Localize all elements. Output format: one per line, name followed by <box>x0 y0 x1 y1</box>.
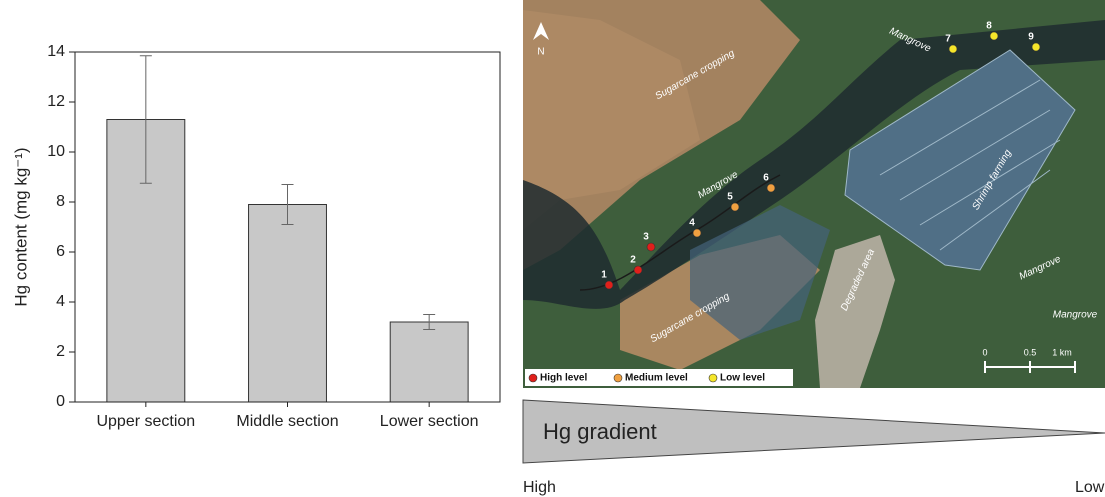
scale-label: 1 km <box>1052 347 1072 357</box>
site-marker <box>731 203 739 211</box>
y-axis-title: Hg content (mg kg⁻¹) <box>11 147 30 306</box>
bar <box>390 322 468 402</box>
y-tick-label: 10 <box>47 143 65 160</box>
site-marker <box>605 281 613 289</box>
y-tick-label: 4 <box>56 293 65 310</box>
scale-label: 0.5 <box>1024 347 1037 357</box>
north-label: N <box>537 47 544 58</box>
site-label: 8 <box>986 21 992 32</box>
y-tick-label: 2 <box>56 343 65 360</box>
y-tick-label: 12 <box>47 93 65 110</box>
site-marker <box>949 45 957 53</box>
y-tick-label: 6 <box>56 243 65 260</box>
bar-chart: Hg content (mg kg⁻¹) 0 2 4 6 8 10 12 14 Upper se… <box>11 43 500 430</box>
legend-marker <box>709 374 717 382</box>
site-marker <box>634 266 642 274</box>
site-label: 2 <box>630 255 636 266</box>
site-marker <box>647 243 655 251</box>
site-marker <box>1032 43 1040 51</box>
y-tick-label: 8 <box>56 193 65 210</box>
legend-marker <box>529 374 537 382</box>
site-label: 1 <box>601 270 607 281</box>
site-label: 3 <box>643 232 649 243</box>
x-tick-label: Lower section <box>380 413 479 430</box>
x-tick-label: Middle section <box>236 413 338 430</box>
gradient-label: Hg gradient <box>543 419 657 444</box>
y-tick-label: 14 <box>47 43 65 60</box>
bar <box>249 205 327 403</box>
legend-marker <box>614 374 622 382</box>
scale-label: 0 <box>982 347 987 357</box>
legend-label: Low level <box>720 373 765 384</box>
gradient: Hg gradient High Low <box>523 400 1105 496</box>
legend-label: Medium level <box>625 373 688 384</box>
x-tick-label: Upper section <box>96 413 195 430</box>
site-label: 5 <box>727 192 733 203</box>
site-label: 6 <box>763 173 769 184</box>
area-label: Mangrove <box>1053 310 1098 321</box>
gradient-low: Low <box>1075 479 1105 496</box>
legend-label: High level <box>540 373 587 384</box>
site-marker <box>990 32 998 40</box>
site-marker <box>767 184 775 192</box>
map: N Sugarcane cropping Sugarcane cropping … <box>523 0 1105 388</box>
site-label: 7 <box>945 34 951 45</box>
gradient-high: High <box>523 479 556 496</box>
site-label: 9 <box>1028 32 1034 43</box>
site-label: 4 <box>689 218 695 229</box>
site-marker <box>693 229 701 237</box>
y-tick-label: 0 <box>56 393 65 410</box>
figure: Hg content (mg kg⁻¹) 02468101214Upper se… <box>0 0 1105 497</box>
